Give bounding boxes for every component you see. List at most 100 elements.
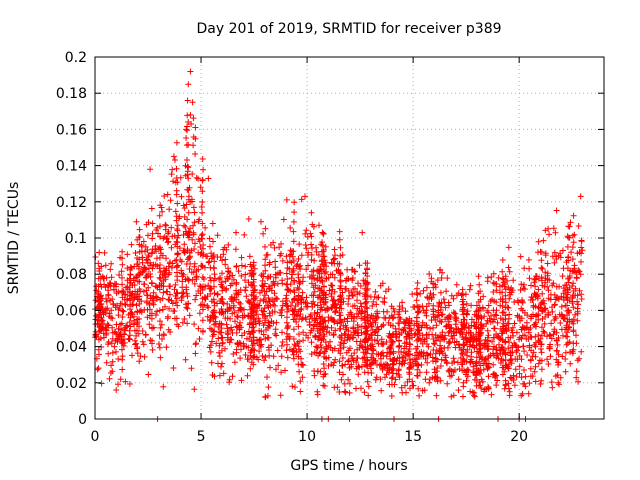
data-point (440, 296, 447, 303)
data-point (256, 302, 263, 309)
data-point (340, 371, 346, 378)
data-point (330, 316, 337, 323)
data-point (432, 350, 439, 357)
data-point (459, 286, 466, 293)
data-point (192, 296, 199, 303)
data-point (211, 290, 218, 297)
data-point (265, 273, 272, 280)
data-point (272, 258, 279, 265)
data-point (485, 332, 492, 339)
data-point (337, 345, 344, 352)
data-point (189, 236, 196, 243)
data-point (186, 193, 192, 200)
data-point (337, 342, 344, 349)
data-point (294, 284, 301, 291)
data-point (169, 166, 176, 173)
data-point (142, 274, 149, 281)
data-point (300, 299, 307, 306)
data-point (186, 312, 193, 319)
data-point (502, 351, 509, 357)
data-point (284, 281, 291, 288)
data-point (410, 304, 417, 310)
data-point (210, 264, 217, 271)
data-point (374, 324, 381, 330)
data-point (496, 341, 502, 348)
data-point (264, 374, 270, 381)
data-point (144, 247, 151, 253)
data-point (135, 293, 142, 300)
data-point (354, 305, 361, 312)
data-point (287, 224, 294, 231)
data-point (500, 357, 506, 364)
data-point (389, 381, 395, 388)
y-tick-label: 0.1 (65, 231, 87, 247)
data-point (379, 341, 386, 348)
data-point (317, 342, 324, 348)
data-point (342, 361, 349, 368)
data-point (119, 274, 125, 281)
data-point (98, 326, 105, 333)
data-point (179, 319, 186, 326)
data-point (259, 353, 266, 359)
data-point (136, 271, 143, 278)
data-point (499, 303, 506, 309)
data-point (326, 287, 333, 294)
data-point (262, 267, 269, 274)
data-point (505, 325, 512, 331)
data-point (445, 318, 452, 325)
data-point (388, 393, 395, 399)
data-point (96, 313, 102, 320)
data-point (355, 371, 362, 378)
data-point (459, 361, 466, 368)
data-point (295, 271, 302, 278)
data-point (216, 342, 223, 349)
data-point (322, 370, 329, 377)
data-point (336, 358, 343, 365)
data-point (328, 290, 335, 297)
data-point (483, 340, 490, 347)
data-point (539, 307, 545, 314)
data-point (269, 296, 276, 303)
data-point (321, 371, 328, 378)
data-point (399, 358, 406, 365)
data-point (228, 324, 235, 331)
data-point (300, 329, 307, 336)
data-point (482, 356, 488, 363)
data-point (428, 317, 435, 324)
data-point (351, 350, 358, 357)
data-point (214, 291, 221, 297)
data-point (165, 296, 172, 303)
data-point (278, 240, 284, 247)
data-point (564, 329, 570, 336)
data-point (108, 340, 115, 347)
data-point (217, 274, 224, 281)
data-point (318, 344, 325, 351)
data-point (250, 353, 257, 360)
data-point (430, 302, 437, 309)
data-point (441, 336, 448, 343)
data-point (348, 311, 355, 318)
data-point (128, 241, 135, 248)
data-point (576, 249, 583, 256)
data-point (188, 365, 195, 372)
data-point (372, 288, 379, 295)
data-point (96, 268, 103, 274)
data-point (409, 291, 416, 298)
data-point (516, 370, 523, 377)
data-point (362, 323, 368, 330)
data-point (235, 307, 242, 314)
data-point (442, 332, 449, 339)
data-point (260, 308, 267, 315)
data-point (168, 244, 175, 251)
data-point (492, 311, 499, 318)
data-point (485, 383, 492, 390)
data-point (258, 287, 265, 294)
data-point (578, 258, 584, 265)
data-point (355, 280, 361, 287)
data-point (485, 302, 492, 309)
data-point (97, 335, 104, 342)
data-point (308, 280, 315, 287)
data-point (284, 354, 291, 361)
data-point (555, 335, 562, 341)
data-point (337, 269, 343, 276)
